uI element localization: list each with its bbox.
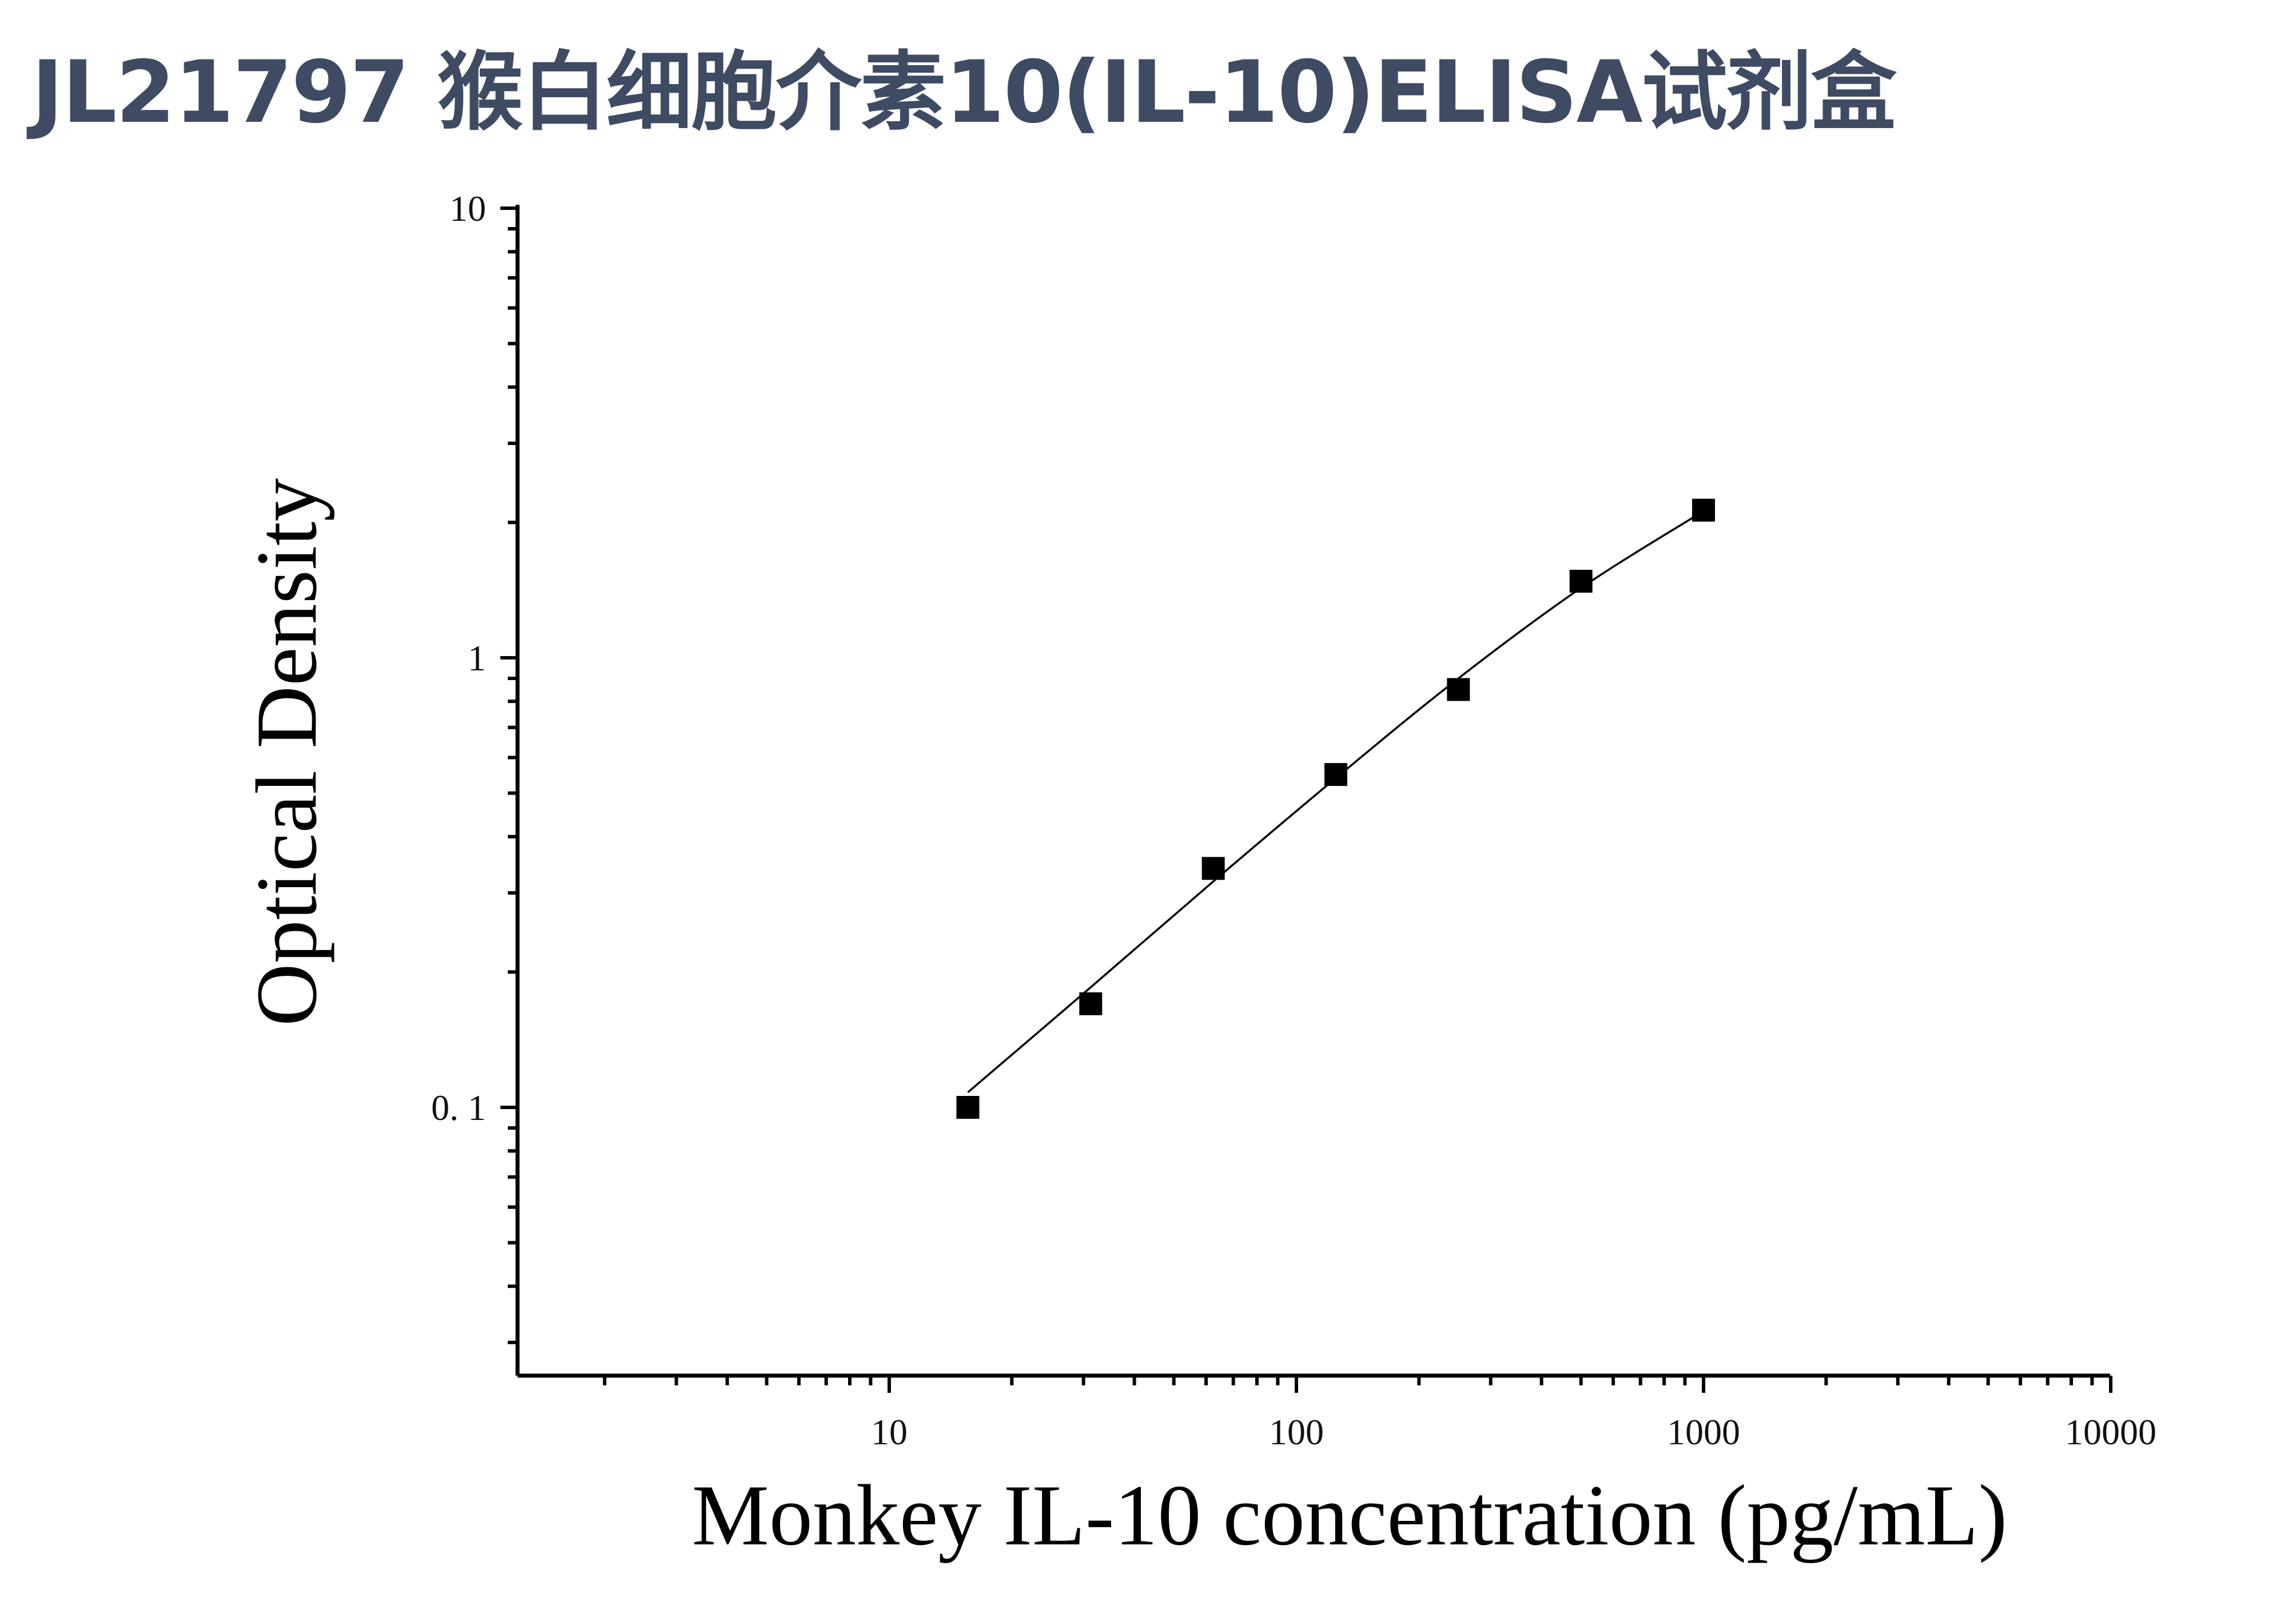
y-tick-label: 1 [468,638,486,678]
data-point [1324,763,1347,786]
x-axis-label: Monkey IL-10 concentration (pg/mL) [692,1467,2007,1563]
x-tick-label: 10 [871,1412,908,1452]
y-tick-label: 0. 1 [431,1087,486,1128]
data-point [1692,498,1715,522]
data-point [1079,992,1103,1015]
y-axis-ticks: 0. 1 1 10 [431,188,518,1344]
axes [515,205,2110,1378]
data-point [1569,570,1593,593]
page-title: JL21797 猴白细胞介素10(IL-10)ELISA试剂盒 [31,43,1897,142]
x-axis-ticks: 10 100 1000 10000 [603,1376,2156,1452]
x-tick-label: 10000 [2065,1412,2156,1452]
fit-curve [967,510,1704,1094]
y-tick-label: 10 [449,188,486,229]
x-tick-label: 1000 [1667,1412,1740,1452]
data-points-layer [956,498,1715,1119]
fit-curve-layer [967,510,1704,1094]
data-point [1201,857,1225,880]
y-axis-label: Optical Density [238,478,335,1026]
data-point [956,1096,980,1119]
x-tick-label: 100 [1269,1412,1324,1452]
data-point [1447,678,1470,701]
